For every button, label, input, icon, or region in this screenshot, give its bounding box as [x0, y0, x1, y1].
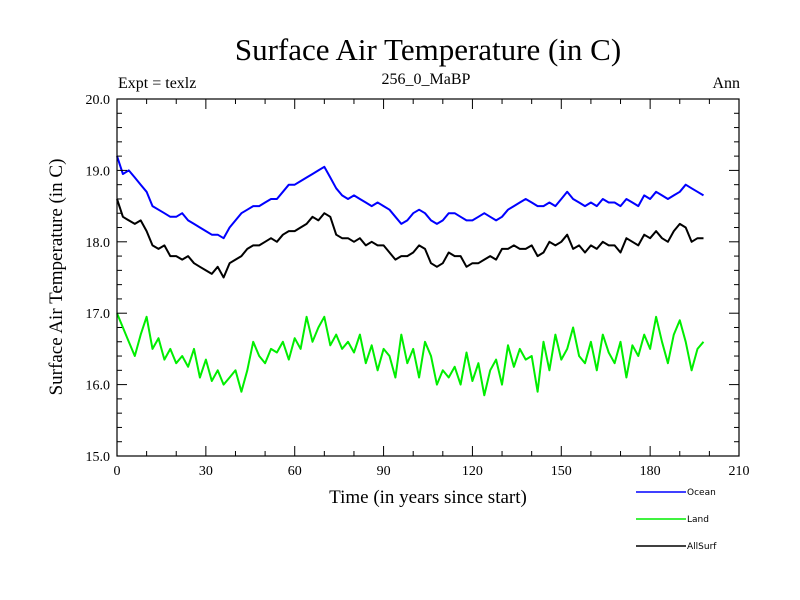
- x-tick-label: 30: [199, 464, 213, 479]
- x-tick-label: 120: [462, 464, 483, 479]
- legend-label-land: Land: [687, 515, 709, 525]
- y-tick-label: 19.0: [86, 164, 111, 179]
- ticks-layer: 0 30 60 90 120 150 180 210 15.0 16.0 17.0 18.0 19.0 2…: [86, 93, 750, 479]
- y-axis-label: Surface Air Temperature (in C): [46, 159, 67, 396]
- x-tick-label: 60: [288, 464, 302, 479]
- y-tick-label: 16.0: [86, 379, 111, 394]
- series-line-land: [116, 312, 705, 397]
- y-tick-label: 15.0: [86, 450, 111, 465]
- x-axis-label: Time (in years since start): [329, 487, 527, 508]
- legend: Ocean Land AllSurf: [636, 488, 717, 552]
- x-tick-label: 0: [114, 464, 121, 479]
- subtitle-center: 256_0_MaBP: [382, 71, 471, 88]
- legend-label-ocean: Ocean: [687, 488, 716, 498]
- subtitle-left: Expt = texlz: [118, 75, 196, 92]
- legend-label-allsurf: AllSurf: [687, 542, 717, 552]
- x-tick-label: 180: [640, 464, 661, 479]
- x-tick-label: 150: [551, 464, 572, 479]
- y-tick-label: 18.0: [86, 236, 111, 251]
- subtitle-right: Ann: [712, 75, 740, 92]
- chart-title: Surface Air Temperature (in C): [235, 32, 621, 67]
- x-tick-label: 210: [729, 464, 750, 479]
- y-tick-label: 20.0: [86, 93, 111, 108]
- plot-frame: [116, 98, 740, 457]
- series-line-allsurf: [116, 198, 704, 279]
- series-line-ocean: [116, 155, 705, 240]
- series-layer: [116, 155, 705, 397]
- y-tick-label: 17.0: [86, 307, 111, 322]
- x-tick-label: 90: [377, 464, 391, 479]
